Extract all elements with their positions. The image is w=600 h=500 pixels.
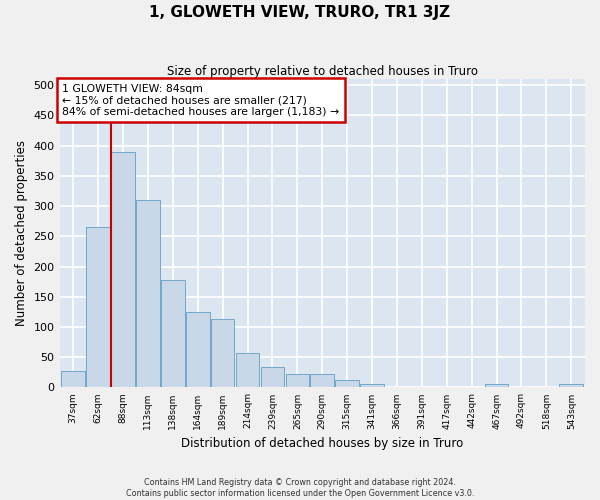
Bar (260, 368, 284, 388)
Bar (186, 312, 209, 388)
Bar (286, 374, 309, 388)
Bar (111, 152, 135, 388)
Bar (211, 319, 235, 388)
Bar (86, 228, 110, 388)
X-axis label: Distribution of detached houses by size in Truro: Distribution of detached houses by size … (181, 437, 463, 450)
Title: Size of property relative to detached houses in Truro: Size of property relative to detached ho… (167, 65, 478, 78)
Y-axis label: Number of detached properties: Number of detached properties (15, 140, 28, 326)
Bar (310, 374, 334, 388)
Bar (360, 384, 384, 388)
Bar (236, 353, 259, 388)
Bar (61, 371, 85, 388)
Text: 1, GLOWETH VIEW, TRURO, TR1 3JZ: 1, GLOWETH VIEW, TRURO, TR1 3JZ (149, 5, 451, 20)
Text: 1 GLOWETH VIEW: 84sqm
← 15% of detached houses are smaller (217)
84% of semi-det: 1 GLOWETH VIEW: 84sqm ← 15% of detached … (62, 84, 339, 117)
Bar (335, 380, 359, 388)
Bar (485, 384, 508, 388)
Bar (161, 280, 185, 388)
Text: Contains HM Land Registry data © Crown copyright and database right 2024.
Contai: Contains HM Land Registry data © Crown c… (126, 478, 474, 498)
Bar (136, 200, 160, 388)
Bar (559, 384, 583, 388)
